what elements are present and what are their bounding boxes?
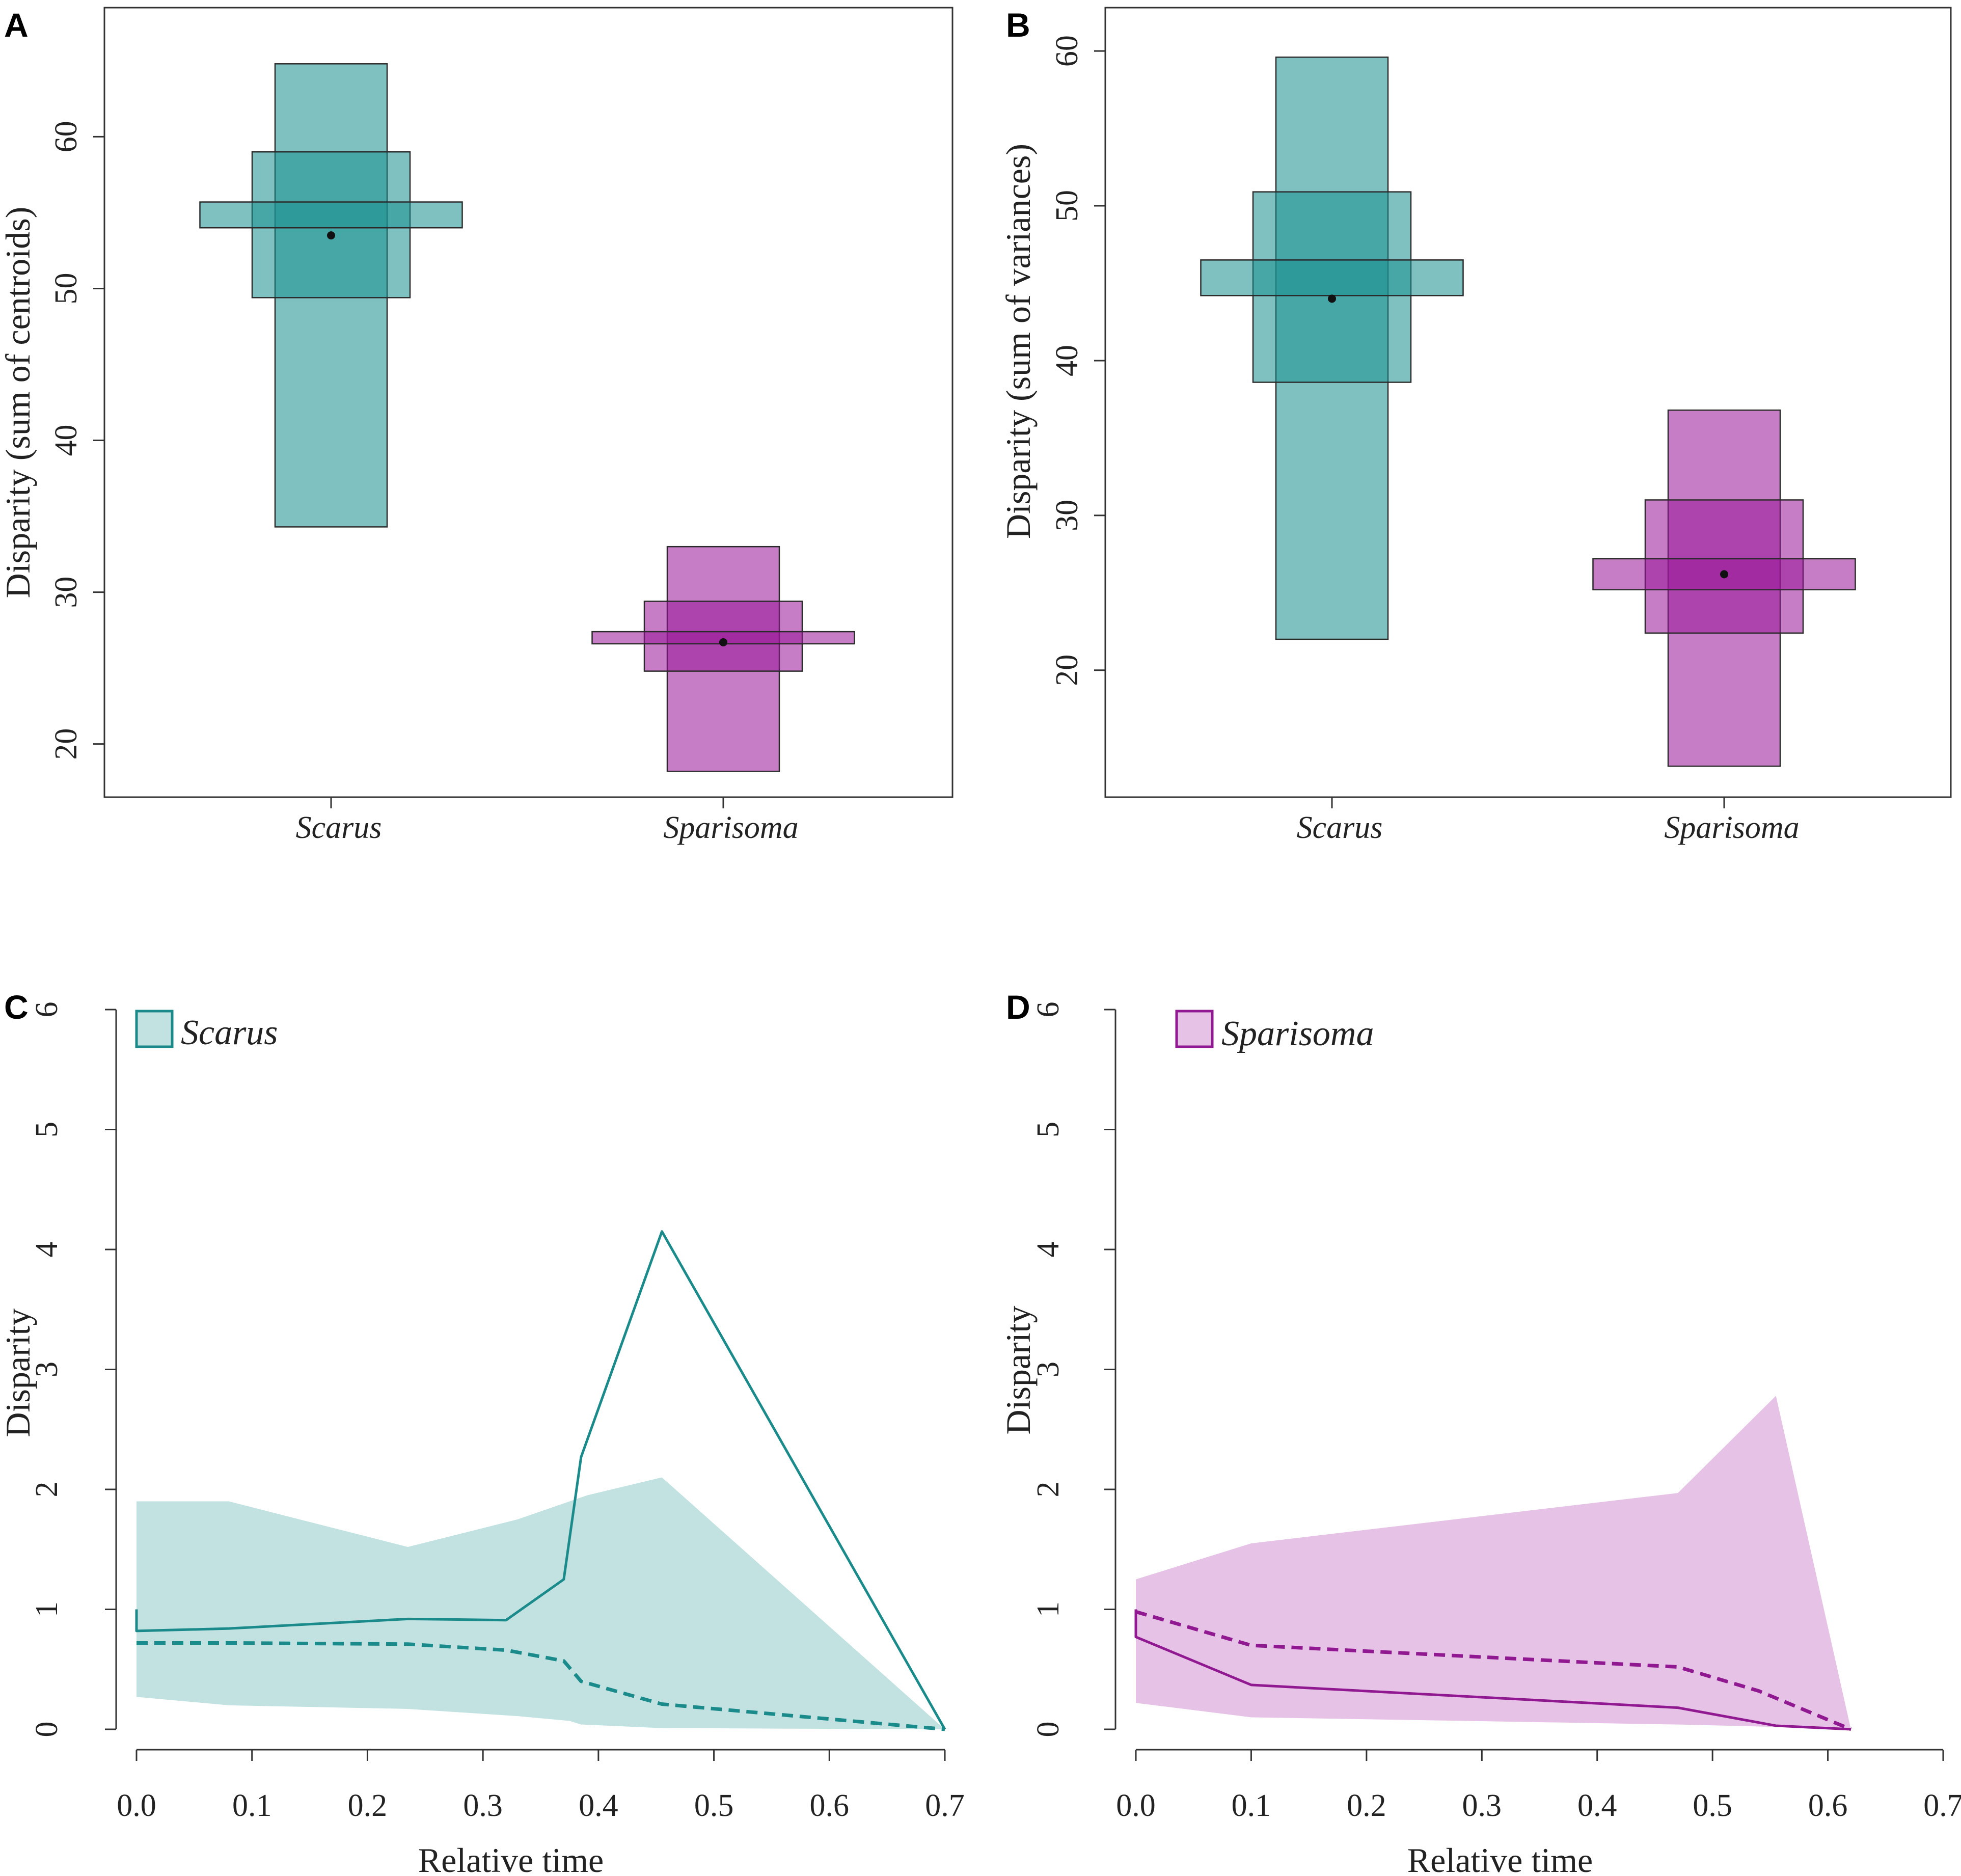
panel-b-box-chart: B 20 30 40 50 60 Scarus Sparisoma Disparity (… <box>999 6 1952 845</box>
expected-disparity-line <box>1135 1610 1852 1731</box>
observed-disparity-line <box>1134 1609 1851 1731</box>
legend-swatch-d <box>1175 1010 1214 1048</box>
line-layer-c <box>135 1230 946 1731</box>
observed-disparity-line <box>135 1230 946 1730</box>
x-tick-label: 0.1 <box>1232 1788 1271 1823</box>
x-tick-label: 0.0 <box>117 1788 156 1823</box>
x-axis-title-d: Relative time <box>1407 1841 1593 1876</box>
panel-c-line-chart: C 0 1 2 3 4 5 6 0.0 0.1 0.2 0.3 0.4 0.5 0.6 0.7 Scaru… <box>0 988 965 1876</box>
expected-disparity-line <box>137 1641 945 1731</box>
x-tick-label: 0.0 <box>1116 1788 1156 1823</box>
y-tick-label: 6 <box>30 1002 64 1018</box>
sparisoma-median-point <box>1720 570 1728 579</box>
y-tick-label: 0 <box>30 1722 64 1737</box>
panel-label-d: D <box>1006 988 1030 1026</box>
box-group-a <box>199 63 855 772</box>
x-tick-label: 0.6 <box>1808 1788 1848 1823</box>
x-axis-b: Scarus Sparisoma <box>1297 797 1800 845</box>
y-tick-label: 2 <box>30 1482 64 1498</box>
x-tick-label: 0.2 <box>348 1788 388 1823</box>
legend-label-d: Sparisoma <box>1221 1014 1374 1053</box>
y-tick-label: 4 <box>1031 1242 1066 1258</box>
y-axis-title-c: Disparity <box>0 1308 37 1437</box>
sparisoma-median-point <box>719 638 727 646</box>
legend-label-c: Scarus <box>181 1013 278 1052</box>
x-tick-label: 0.6 <box>810 1788 850 1823</box>
x-axis-d: 0.0 0.1 0.2 0.3 0.4 0.5 0.6 0.7 <box>1116 1749 1961 1823</box>
legend-swatch-c <box>135 1010 174 1048</box>
scarus-inner-box <box>1200 259 1464 296</box>
y-tick-label: 30 <box>1050 500 1084 531</box>
y-axis-a: 20 30 40 50 60 <box>49 121 104 760</box>
y-tick-label: 60 <box>49 121 84 152</box>
confidence-band <box>137 1477 945 1729</box>
panel-d-line-chart: D 0 1 2 3 4 5 6 0.0 0.1 0.2 0.3 0.4 0.5 0.6 0.7 Spari… <box>999 988 1961 1876</box>
scarus-median-point <box>1328 294 1336 303</box>
x-axis-title-c: Relative time <box>418 1841 604 1876</box>
band-layer-d <box>1136 1396 1851 1729</box>
y-tick-label: 40 <box>1050 345 1084 376</box>
y-tick-label: 0 <box>1031 1722 1066 1737</box>
y-tick-label: 60 <box>1050 35 1084 67</box>
scarus-inner-box <box>199 201 463 229</box>
panel-a-box-chart: A 20 30 40 50 60 Scarus Sparisoma Disparity (… <box>0 6 954 845</box>
y-tick-label: 50 <box>1050 190 1084 222</box>
box-group-b <box>1200 57 1856 767</box>
x-tick-label: 0.4 <box>1577 1788 1617 1823</box>
x-tick-label: 0.4 <box>579 1788 618 1823</box>
y-tick-label: 20 <box>1050 655 1084 686</box>
y-tick-label: 40 <box>49 425 84 456</box>
y-tick-label: 5 <box>30 1122 64 1137</box>
line-layer-d <box>1134 1609 1852 1731</box>
y-tick-label: 4 <box>30 1242 64 1258</box>
scarus-median-point <box>327 231 335 240</box>
y-tick-label: 30 <box>49 577 84 608</box>
y-axis-b: 20 30 40 50 60 <box>1050 35 1105 686</box>
y-axis-c: 0 1 2 3 4 5 6 <box>30 1002 117 1737</box>
y-axis-d: 0 1 2 3 4 5 6 <box>1031 1002 1116 1737</box>
x-tick-label: 0.5 <box>694 1788 734 1823</box>
y-axis-title-b: Disparity (sum of variances) <box>999 144 1038 539</box>
panel-label-a: A <box>4 6 29 44</box>
y-tick-label: 20 <box>49 728 84 760</box>
y-tick-label: 1 <box>30 1601 64 1617</box>
x-tick-label: 0.7 <box>1923 1788 1961 1823</box>
y-tick-label: 2 <box>1031 1482 1066 1498</box>
y-tick-label: 3 <box>30 1362 64 1377</box>
panel-label-b: B <box>1006 6 1030 44</box>
y-tick-label: 1 <box>1031 1601 1066 1617</box>
x-axis-a: Scarus Sparisoma <box>296 797 799 845</box>
y-axis-title-a: Disparity (sum of centroids) <box>0 207 37 599</box>
x-tick-label: 0.3 <box>1462 1788 1502 1823</box>
y-axis-title-d: Disparity <box>999 1306 1038 1434</box>
x-tick-label: 0.7 <box>925 1788 965 1823</box>
y-tick-label: 5 <box>1031 1122 1066 1137</box>
band-layer-c <box>137 1477 945 1729</box>
x-tick-label: 0.5 <box>1693 1788 1732 1823</box>
x-category-label-sparisoma: Sparisoma <box>1664 810 1799 845</box>
panel-label-c: C <box>4 988 29 1026</box>
x-tick-label: 0.3 <box>463 1788 503 1823</box>
x-tick-label: 0.1 <box>232 1788 272 1823</box>
x-axis-c: 0.0 0.1 0.2 0.3 0.4 0.5 0.6 0.7 <box>117 1749 965 1823</box>
y-tick-label: 6 <box>1031 1002 1066 1018</box>
plot-frame-b <box>1104 7 1952 798</box>
y-tick-label: 50 <box>49 273 84 304</box>
x-tick-label: 0.2 <box>1347 1788 1386 1823</box>
x-category-label-scarus: Scarus <box>1297 810 1383 845</box>
y-tick-label: 3 <box>1031 1362 1066 1377</box>
x-category-label-sparisoma: Sparisoma <box>663 810 798 845</box>
plot-frame-a <box>103 7 954 798</box>
confidence-band <box>1136 1396 1851 1729</box>
x-category-label-scarus: Scarus <box>296 810 382 845</box>
